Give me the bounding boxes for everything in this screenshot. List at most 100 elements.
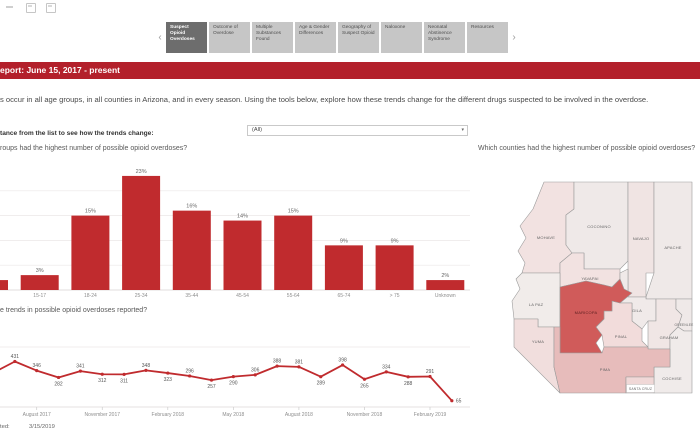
counties-question: Which counties had the highest number of…: [478, 145, 696, 152]
county-label: MOHAVE: [537, 235, 555, 240]
tab-geography-of-suspect-opioid[interactable]: Geography of Suspect Opioid: [338, 22, 379, 53]
data-point[interactable]: [319, 375, 323, 379]
county-label: APACHE: [664, 245, 681, 250]
bar-value-label: 14%: [237, 214, 248, 220]
point-value-label: 282: [54, 381, 63, 387]
bar[interactable]: [324, 245, 363, 290]
bar[interactable]: [172, 210, 211, 290]
chevron-right-icon[interactable]: ›: [512, 32, 516, 43]
county-label: LA PAZ: [529, 302, 544, 307]
county-shape-pima[interactable]: [553, 326, 671, 394]
bar[interactable]: [375, 245, 414, 290]
filter-label: tance from the list to see how the trend…: [0, 130, 154, 137]
point-value-label: 311: [120, 378, 128, 384]
data-point[interactable]: [253, 373, 257, 377]
data-point[interactable]: [144, 368, 148, 372]
print-icon[interactable]: [26, 3, 36, 13]
point-value-label: 323: [164, 377, 173, 383]
data-point[interactable]: [231, 375, 235, 379]
data-point[interactable]: [275, 364, 279, 368]
point-value-label: 289: [317, 381, 326, 387]
copy-icon[interactable]: [46, 3, 56, 13]
tab-label: Multiple Substances Found: [256, 25, 282, 42]
bar[interactable]: [223, 220, 262, 290]
tab-bar-tabs: Suspect Opioid Overdoses Outcome of Overd…: [165, 22, 509, 53]
substance-dropdown[interactable]: (All) ▾: [247, 125, 468, 136]
point-value-label: 381: [295, 359, 304, 365]
time-axis-label: August 2017: [23, 412, 51, 418]
time-axis-label: November 2017: [84, 412, 120, 418]
data-point[interactable]: [341, 363, 345, 367]
tab-resources[interactable]: Resources: [467, 22, 508, 53]
data-point[interactable]: [406, 375, 410, 379]
county-label: NAVAJO: [633, 236, 650, 241]
tab-bar: ‹ Suspect Opioid Overdoses Outcome of Ove…: [155, 22, 519, 53]
data-point[interactable]: [297, 365, 301, 369]
bar-axis-label: 25-34: [135, 293, 148, 299]
data-point[interactable]: [122, 372, 126, 376]
bar[interactable]: [20, 275, 59, 290]
data-point[interactable]: [428, 374, 432, 379]
data-point[interactable]: [362, 377, 367, 381]
tab-label: Naloxone: [385, 25, 406, 30]
point-value-label: 288: [404, 381, 413, 387]
point-value-label: 334: [382, 364, 391, 370]
updated-label: ted:: [0, 424, 10, 430]
county-shape-maricopa[interactable]: [559, 278, 633, 354]
data-point[interactable]: [56, 375, 61, 380]
bar[interactable]: [122, 175, 161, 290]
data-point[interactable]: [100, 372, 104, 376]
time-axis-label: August 2018: [285, 412, 313, 418]
tab-label: Suspect Opioid Overdoses: [170, 25, 195, 42]
tab-outcome-of-overdose[interactable]: Outcome of Overdose: [209, 22, 250, 53]
time-axis-label: May 2018: [222, 412, 244, 418]
age-question: roups had the highest number of possible…: [0, 145, 188, 152]
trend-line-chart[interactable]: 431 346 282 341 312 311 348 323 296 257 290 306 388 3…: [0, 330, 470, 422]
bar[interactable]: [426, 280, 465, 290]
county-label: COCONINO: [587, 224, 611, 229]
bar-clipped-left[interactable]: [0, 280, 8, 290]
county-label: MARICOPA: [575, 310, 598, 315]
tab-suspect-opioid-overdoses[interactable]: Suspect Opioid Overdoses: [166, 22, 207, 53]
point-value-label: 431: [11, 354, 20, 360]
data-point[interactable]: [166, 371, 170, 375]
data-point[interactable]: [188, 374, 192, 378]
intro-text: s occur in all age groups, in all counti…: [0, 95, 649, 104]
time-axis-label: February 2019: [414, 412, 447, 418]
county-label: YAVAPAI: [581, 276, 598, 281]
bar-value-label: 23%: [136, 169, 147, 175]
tab-age-gender-differences[interactable]: Age & Gender Differences: [295, 22, 336, 53]
chevron-left-icon[interactable]: ‹: [158, 32, 162, 43]
trends-question: e trends in possible opioid overdoses re…: [0, 307, 148, 314]
data-point[interactable]: [35, 369, 39, 373]
data-point[interactable]: [450, 399, 454, 403]
tab-multiple-substances-found[interactable]: Multiple Substances Found: [252, 22, 293, 53]
county-label: GREENLEE: [675, 323, 694, 327]
point-value-label: 398: [338, 358, 347, 364]
bar[interactable]: [71, 215, 110, 290]
bar[interactable]: [274, 215, 313, 290]
county-label: PINAL: [615, 334, 628, 339]
point-value-label: 346: [33, 363, 42, 369]
tab-naloxone[interactable]: Naloxone: [381, 22, 422, 53]
age-bar-chart[interactable]: 3% 15-17 15% 18-24 23% 25-34 16% 35-44 14% 45-54 1…: [0, 165, 470, 300]
tab-label: Resources: [471, 25, 494, 30]
arizona-county-map[interactable]: MOHAVE COCONINO NAVAJO APACHE YAVAPAI LA…: [508, 181, 695, 409]
point-value-label: 291: [426, 369, 435, 375]
tab-label: Geography of Suspect Opioid: [342, 25, 375, 36]
county-shape-yuma[interactable]: [513, 318, 561, 394]
point-value-label: 257: [207, 384, 216, 390]
point-value-label: 65: [456, 399, 462, 405]
county-label: PIMA: [600, 367, 611, 372]
data-point[interactable]: [78, 369, 82, 373]
county-label: COCHISE: [662, 376, 682, 381]
data-point[interactable]: [209, 378, 214, 382]
bar-axis-label: 55-64: [287, 293, 300, 299]
data-point[interactable]: [13, 359, 17, 364]
tab-neonatal-abstinence-syndrome[interactable]: Neonatal Abstinence Syndrome: [424, 22, 465, 53]
data-point[interactable]: [384, 370, 388, 374]
county-label-chip: [626, 384, 655, 393]
bar-axis-label: 45-54: [236, 293, 249, 299]
point-value-label: 290: [229, 381, 238, 387]
